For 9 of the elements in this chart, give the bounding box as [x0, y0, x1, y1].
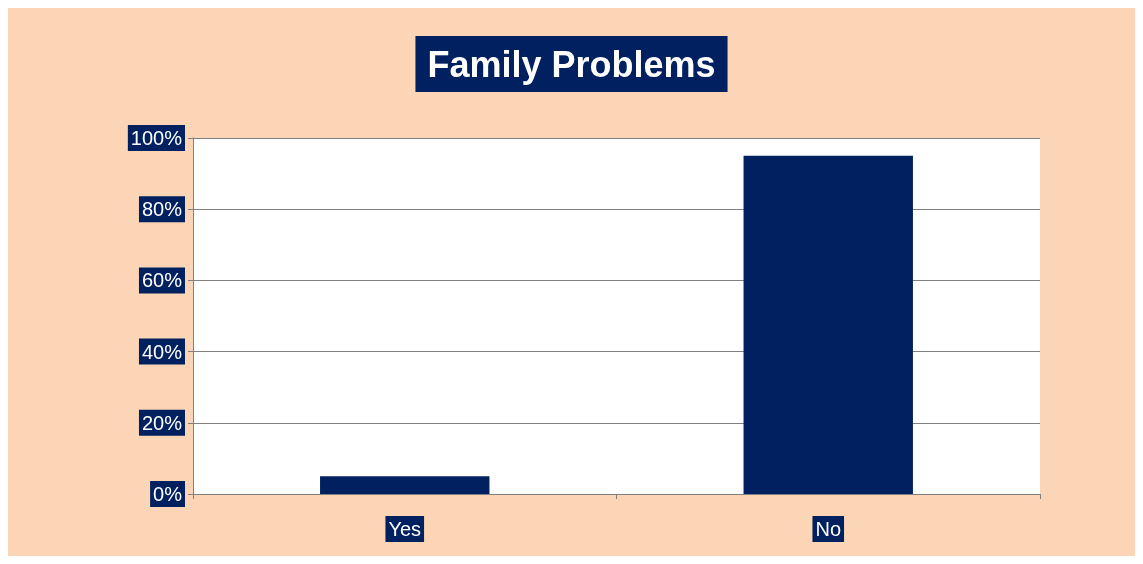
x-tick-label: Yes	[388, 518, 422, 540]
y-tick-label: 0%	[153, 483, 183, 505]
y-tick-label: 40%	[141, 340, 183, 363]
x-tick-label: No	[815, 518, 842, 540]
y-tick-label: 100%	[130, 127, 183, 149]
y-tick-label: 80%	[141, 198, 183, 221]
y-tick-label: 60%	[141, 269, 183, 292]
chart-title: Family Problems	[427, 43, 716, 85]
y-tick-label: 20%	[141, 411, 183, 434]
